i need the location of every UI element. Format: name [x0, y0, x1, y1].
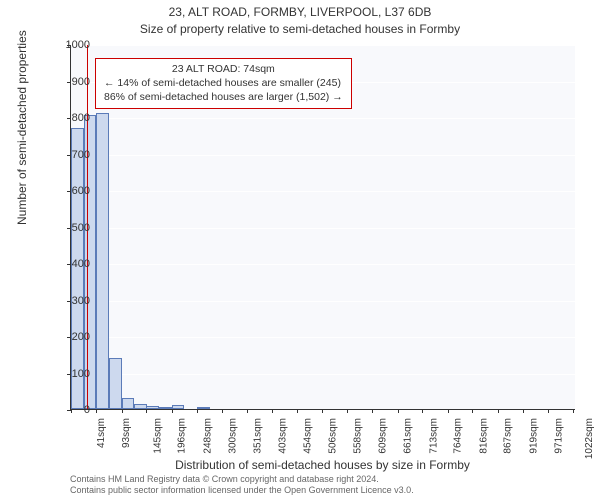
gridline — [71, 45, 575, 46]
xtick-mark — [372, 409, 373, 413]
gridline — [71, 301, 575, 302]
xtick-label: 764sqm — [453, 418, 464, 454]
xtick-mark — [172, 409, 173, 413]
histogram-bar — [109, 358, 122, 409]
xtick-label: 300sqm — [227, 418, 238, 454]
footer-attribution: Contains HM Land Registry data © Crown c… — [70, 474, 414, 497]
footer-line2: Contains public sector information licen… — [70, 485, 414, 497]
xtick-label: 609sqm — [378, 418, 389, 454]
ytick-label: 300 — [72, 295, 90, 307]
annotation-line2: ← 14% of semi-detached houses are smalle… — [104, 76, 343, 90]
xtick-mark — [472, 409, 473, 413]
xtick-label: 661sqm — [403, 418, 414, 454]
xtick-mark — [222, 409, 223, 413]
xtick-label: 971sqm — [554, 418, 565, 454]
footer-line1: Contains HM Land Registry data © Crown c… — [70, 474, 414, 486]
xtick-label: 558sqm — [353, 418, 364, 454]
histogram-bar — [159, 407, 172, 409]
ytick-label: 1000 — [66, 39, 90, 51]
xtick-mark — [247, 409, 248, 413]
gridline — [71, 337, 575, 338]
gridline — [71, 228, 575, 229]
xtick-label: 93sqm — [121, 418, 132, 448]
xtick-label: 403sqm — [278, 418, 289, 454]
xtick-mark — [197, 409, 198, 413]
xtick-mark — [347, 409, 348, 413]
ytick-label: 500 — [72, 222, 90, 234]
xtick-mark — [146, 409, 147, 413]
xtick-mark — [398, 409, 399, 413]
histogram-bar — [134, 404, 147, 409]
xtick-label: 41sqm — [96, 418, 107, 448]
y-axis-label: Number of semi-detached properties — [15, 30, 29, 225]
chart-title-subtitle: Size of property relative to semi-detach… — [0, 22, 600, 36]
ytick-label: 100 — [72, 368, 90, 380]
ytick-label: 900 — [72, 76, 90, 88]
gridline — [71, 155, 575, 156]
xtick-label: 145sqm — [152, 418, 163, 454]
xtick-mark — [71, 409, 72, 413]
histogram-bar — [146, 406, 159, 409]
xtick-label: 351sqm — [252, 418, 263, 454]
x-axis-label: Distribution of semi-detached houses by … — [70, 458, 575, 472]
ytick-label: 600 — [72, 185, 90, 197]
xtick-mark — [498, 409, 499, 413]
ytick-mark — [67, 82, 71, 83]
ytick-label: 0 — [84, 404, 90, 416]
xtick-label: 867sqm — [503, 418, 514, 454]
xtick-label: 919sqm — [528, 418, 539, 454]
xtick-label: 454sqm — [302, 418, 313, 454]
histogram-bar — [96, 113, 109, 409]
ytick-mark — [67, 118, 71, 119]
ytick-label: 800 — [72, 112, 90, 124]
xtick-label: 196sqm — [177, 418, 188, 454]
gridline — [71, 191, 575, 192]
chart-title-address: 23, ALT ROAD, FORMBY, LIVERPOOL, L37 6DB — [0, 5, 600, 19]
xtick-mark — [122, 409, 123, 413]
xtick-mark — [573, 409, 574, 413]
xtick-mark — [272, 409, 273, 413]
ytick-label: 400 — [72, 258, 90, 270]
annotation-box: 23 ALT ROAD: 74sqm ← 14% of semi-detache… — [95, 58, 352, 109]
xtick-mark — [548, 409, 549, 413]
xtick-label: 816sqm — [478, 418, 489, 454]
xtick-label: 713sqm — [428, 418, 439, 454]
xtick-mark — [523, 409, 524, 413]
xtick-mark — [448, 409, 449, 413]
histogram-bar — [172, 405, 185, 409]
gridline — [71, 264, 575, 265]
xtick-mark — [322, 409, 323, 413]
annotation-line1: 23 ALT ROAD: 74sqm — [104, 62, 343, 76]
histogram-bar — [122, 398, 135, 409]
xtick-label: 1022sqm — [584, 418, 595, 459]
xtick-mark — [422, 409, 423, 413]
gridline — [71, 374, 575, 375]
ytick-label: 200 — [72, 331, 90, 343]
xtick-label: 248sqm — [202, 418, 213, 454]
histogram-bar — [197, 407, 210, 409]
ytick-label: 700 — [72, 149, 90, 161]
xtick-mark — [297, 409, 298, 413]
xtick-mark — [96, 409, 97, 413]
xtick-label: 506sqm — [328, 418, 339, 454]
gridline — [71, 118, 575, 119]
annotation-line3: 86% of semi-detached houses are larger (… — [104, 90, 343, 104]
